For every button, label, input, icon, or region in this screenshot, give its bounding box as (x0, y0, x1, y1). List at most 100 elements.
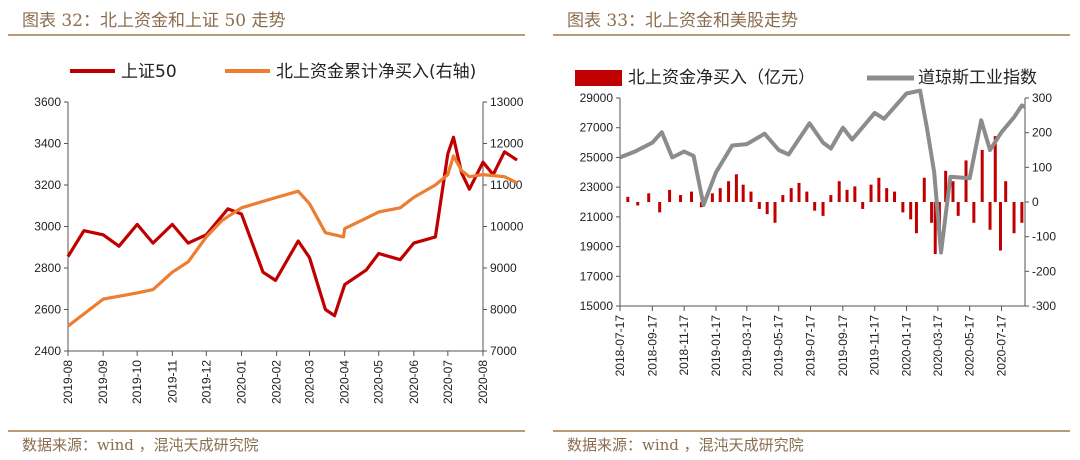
net-buy-bar (757, 202, 761, 209)
x-tick-label: 2020-03-17 (931, 315, 945, 377)
net-buy-bar (964, 160, 968, 202)
x-tick-label: 2019-07-17 (803, 315, 817, 377)
x-tick-label: 2019-05-17 (772, 315, 786, 377)
net-buy-bar (980, 150, 984, 202)
net-buy-bar (930, 202, 934, 223)
right-source-note: 数据来源：wind ，混沌天成研究院 (567, 436, 804, 454)
y-tick-label-right: 11000 (490, 178, 523, 192)
x-tick-label: 2020-01-17 (900, 315, 914, 377)
net-buy-bar (781, 195, 785, 202)
right-title-rule (553, 34, 1070, 36)
x-tick-label: 2019-11 (165, 360, 179, 403)
net-buy-bar (797, 182, 801, 202)
net-buy-bar (727, 181, 731, 202)
net-buy-bar (869, 184, 873, 202)
net-buy-bar (821, 202, 825, 216)
x-tick-label: 2020-03 (303, 360, 317, 404)
net-buy-bar (993, 136, 997, 202)
net-buy-bar (853, 186, 857, 202)
x-tick-label: 2019-11-17 (868, 315, 882, 376)
x-tick-label: 2020-02 (270, 360, 284, 404)
x-tick-label: 2020-05-17 (963, 315, 977, 377)
net-buy-bar (988, 202, 992, 230)
x-tick-label: 2020-04 (338, 360, 352, 404)
y-tick-label-right: -200 (1032, 264, 1056, 278)
net-buy-bar (765, 202, 769, 215)
net-buy-bar (690, 191, 694, 202)
y-tick-label-left: 29000 (580, 91, 614, 105)
net-buy-bar (901, 202, 905, 213)
x-tick-label: 2019-08 (61, 360, 75, 404)
left-axes: 3600 3400 3200 3000 2800 2600 2400 13000 12000 11… (34, 95, 523, 404)
y-tick-label-right: 8000 (490, 303, 517, 317)
net-buy-bar (626, 196, 630, 202)
net-buy-bar (734, 174, 738, 202)
y-tick-label-left: 15000 (580, 299, 614, 313)
x-tick-label: 2020-08 (476, 360, 490, 404)
left-panel: 图表 32：北上资金和上证 50 走势 上证50 北上资金累计净买入(右轴) 3… (0, 0, 535, 460)
net-buy-bar (922, 177, 926, 202)
net-buy-bar (909, 202, 913, 220)
y-tick-label-left: 23000 (580, 180, 614, 194)
series-1-line (67, 154, 518, 328)
x-tick-label: 2019-09 (96, 360, 110, 404)
net-buy-bar (998, 202, 1002, 251)
y-tick-label-right: 300 (1032, 91, 1052, 105)
net-buy-bar (636, 202, 640, 206)
right-chart-title: 图表 33：北上资金和美股走势 (567, 11, 799, 31)
legend-swatch-net-buy (575, 70, 622, 86)
net-buy-bar (1020, 202, 1024, 223)
net-buy-bar (668, 189, 672, 202)
y-tick-label-left: 17000 (580, 269, 614, 283)
right-chart: 北上资金净买入（亿元） 道琼斯工业指数 29000 27000 25000 23000… (575, 68, 1057, 376)
left-chart: 上证50 北上资金累计净买入(右轴) 3600 3400 3200 3000 2800 2… (34, 62, 523, 404)
net-buy-bar (710, 193, 714, 202)
left-series (66, 135, 518, 328)
x-tick-label: 2020-01 (234, 360, 248, 404)
x-tick-label: 2018-09-17 (645, 315, 659, 377)
x-tick-label: 2019-12 (199, 360, 213, 404)
net-buy-bar (773, 202, 777, 223)
y-tick-label-left: 19000 (580, 240, 614, 254)
x-tick-label: 2018-11-17 (677, 315, 691, 376)
left-source-rule (8, 430, 525, 432)
y-tick-label-right: 12000 (490, 137, 524, 151)
x-tick-label: 2019-03-17 (740, 315, 754, 377)
y-tick-label-left: 3600 (34, 95, 61, 109)
y-tick-label-right: 10000 (490, 220, 524, 234)
right-legend: 北上资金净买入（亿元） 道琼斯工业指数 (575, 68, 1037, 88)
net-buy-bar (805, 191, 809, 202)
net-buy-bar (951, 181, 955, 202)
right-axes: 29000 27000 25000 23000 21000 19000 17000 15000… (580, 91, 1057, 376)
y-tick-label-left: 2400 (34, 344, 61, 358)
legend-label-dji: 道琼斯工业指数 (918, 68, 1037, 88)
y-tick-label-left: 2800 (34, 261, 61, 275)
net-buy-bar (741, 184, 745, 202)
y-tick-label-left: 2600 (34, 303, 61, 317)
left-legend: 上证50 北上资金累计净买入(右轴) (70, 62, 476, 82)
net-buy-bar (956, 202, 960, 216)
net-buy-bar (972, 202, 976, 223)
net-buy-bar (647, 193, 651, 202)
y-tick-label-left: 3000 (34, 220, 61, 234)
x-tick-label: 2020-05 (372, 360, 386, 404)
legend-label-net-buy: 北上资金净买入（亿元） (628, 68, 815, 88)
x-tick-label: 2019-10 (130, 360, 144, 404)
net-buy-bar (658, 202, 662, 213)
x-tick-label: 2020-06 (407, 360, 421, 404)
y-tick-label-left: 25000 (580, 150, 614, 164)
net-buy-bar (893, 191, 897, 202)
net-buy-bar (933, 202, 937, 254)
net-buy-bar (679, 195, 683, 202)
legend-label-northbound: 北上资金累计净买入(右轴) (276, 62, 476, 82)
x-tick-label: 2018-07-17 (613, 315, 627, 377)
x-tick-label: 2019-09-17 (836, 315, 850, 377)
y-tick-label-right: 100 (1032, 160, 1052, 174)
net-buy-bar (885, 188, 889, 202)
net-buy-bar (829, 195, 833, 202)
x-tick-label: 2019-01-17 (709, 315, 723, 377)
net-buy-bar (749, 191, 753, 202)
y-tick-label-right: -100 (1032, 230, 1056, 244)
net-buy-bar (877, 177, 881, 202)
y-tick-label-right: 0 (1032, 195, 1039, 209)
